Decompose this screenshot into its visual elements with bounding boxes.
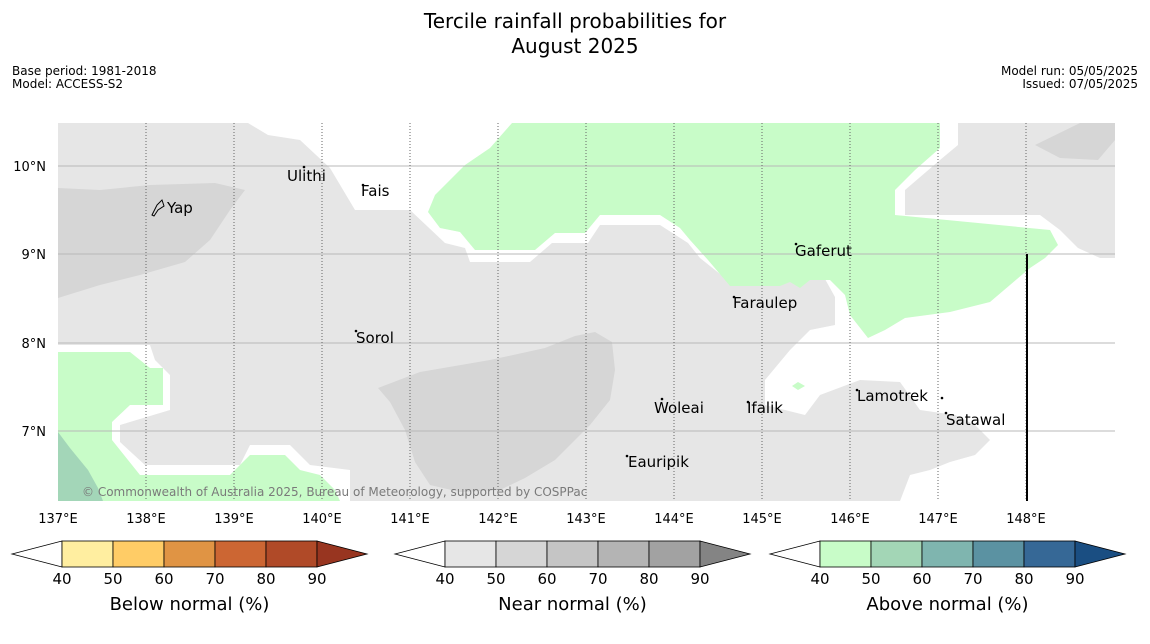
chart-title-line2: August 2025 [511,34,639,58]
place-woleai: Woleai [654,399,704,417]
near-normal-colorbar-segment [597,540,650,568]
lon-label: 144°E [654,512,694,527]
above-normal-colorbar-high-extend [1074,540,1127,568]
place-faraulep: Faraulep [733,294,797,312]
below-normal-colorbar-tick: 70 [205,570,224,588]
above-normal-colorbar-tick: 40 [810,570,829,588]
below-normal-colorbar-segment [61,540,114,568]
near-normal-50-central [378,332,615,492]
below-normal-colorbar-high-extend [316,540,369,568]
model-text: Model: ACCESS-S2 [12,77,124,91]
below-normal-colorbar-tick: 80 [256,570,275,588]
near-normal-colorbar-tick: 90 [690,570,709,588]
below-normal-colorbar: 40 50 60 70 80 90 Below normal (%) [10,540,369,615]
below-normal-colorbar-label: Below normal (%) [110,594,270,615]
near-normal-50-west [58,183,245,298]
lon-label: 146°E [830,512,870,527]
near-normal-colorbar: 40 50 60 70 80 90 Near normal (%) [393,540,752,615]
lon-label: 137°E [38,512,78,527]
below-normal-colorbar-low-extend [10,540,63,568]
above-normal-region-north [428,123,1058,338]
model-run-text: Model run: 05/05/2025 [1000,64,1138,78]
above-normal-colorbar-tick: 70 [963,570,982,588]
meta-right: Model run: 05/05/2025 Issued: 07/05/2025 [1001,65,1138,91]
place-lamotrek: Lamotrek [857,387,928,405]
place-ifalik: Ifalik [747,399,783,417]
above-normal-colorbar-tick: 80 [1014,570,1033,588]
above-normal-colorbar-tick: 60 [912,570,931,588]
below-normal-colorbar-tick: 40 [52,570,71,588]
place-eauripik: Eauripik [628,453,689,471]
place-gaferut: Gaferut [795,242,852,260]
lon-label: 139°E [214,512,254,527]
issued-text: Issued: 07/05/2025 [1022,77,1138,91]
lon-label: 138°E [126,512,166,527]
below-normal-colorbar-tick: 50 [103,570,122,588]
copyright-text: © Commonwealth of Australia 2025, Bureau… [82,485,587,499]
place-satawal: Satawal [946,411,1005,429]
near-normal-colorbar-label: Near normal (%) [498,594,647,615]
below-normal-colorbar-segment [214,540,267,568]
near-normal-colorbar-segment [495,540,548,568]
near-normal-colorbar-segment [648,540,701,568]
below-normal-colorbar-segment [163,540,216,568]
chart-title-line1: Tercile rainfall probabilities for [423,9,727,33]
base-period-text: Base period: 1981-2018 [12,64,157,78]
meta-left: Base period: 1981-2018 Model: ACCESS-S2 [12,65,157,91]
near-normal-region [58,123,990,501]
island-markers [151,165,948,458]
lon-labels: 137°E 138°E 139°E 140°E 141°E 142°E 143°… [38,512,1046,527]
near-normal-colorbar-segment [546,540,599,568]
place-fais: Fais [361,182,390,200]
lat-label-9n: 9°N [22,248,47,263]
place-ulithi: Ulithi [287,167,326,185]
above-normal-colorbar-tick: 90 [1065,570,1084,588]
below-normal-colorbar-tick: 60 [154,570,173,588]
graticule [58,123,1115,501]
near-normal-colorbar-tick: 60 [537,570,556,588]
near-normal-colorbar-tick: 70 [588,570,607,588]
lon-label: 145°E [742,512,782,527]
below-normal-colorbar-tick: 90 [307,570,326,588]
near-normal-colorbar-high-extend [699,540,752,568]
lat-label-8n: 8°N [22,337,47,352]
above-normal-colorbar-segment [870,540,923,568]
lon-label: 148°E [1006,512,1046,527]
above-normal-colorbar-segment [921,540,974,568]
lon-label: 140°E [302,512,342,527]
colorbars: 40 50 60 70 80 90 Below normal (%) 40 50 60 70 80 90… [10,540,1127,615]
near-normal-colorbar-tick: 80 [639,570,658,588]
below-normal-colorbar-segment [112,540,165,568]
map-area[interactable]: Yap Ulithi Fais Gaferut Faraulep Sorol W… [58,123,1115,501]
yap-island-shape [151,199,165,217]
above-normal-colorbar-tick: 50 [861,570,880,588]
near-normal-colorbar-tick: 50 [486,570,505,588]
lon-label: 143°E [566,512,606,527]
above-normal-colorbar-segment [819,540,872,568]
above-normal-region-sw [58,352,340,501]
place-sorol: Sorol [356,329,394,347]
near-normal-colorbar-segment [444,540,497,568]
above-normal-colorbar-segment [972,540,1025,568]
above-normal-colorbar-low-extend [768,540,821,568]
lat-label-7n: 7°N [22,425,47,440]
lon-label: 141°E [390,512,430,527]
above-normal-colorbar-segment [1023,540,1076,568]
above-normal-colorbar-label: Above normal (%) [866,594,1028,615]
above-normal-islet [792,382,805,390]
above-normal-colorbar: 40 50 60 70 80 90 Above normal (%) [768,540,1127,615]
near-normal-colorbar-low-extend [393,540,446,568]
lon-label: 142°E [478,512,518,527]
near-normal-region-ne-dark [1035,123,1115,160]
below-normal-colorbar-segment [265,540,318,568]
near-normal-colorbar-tick: 40 [435,570,454,588]
place-yap: Yap [166,199,193,217]
lon-label: 147°E [918,512,958,527]
above-normal-region-sw-60 [58,432,103,501]
lat-label-10n: 10°N [13,160,46,175]
